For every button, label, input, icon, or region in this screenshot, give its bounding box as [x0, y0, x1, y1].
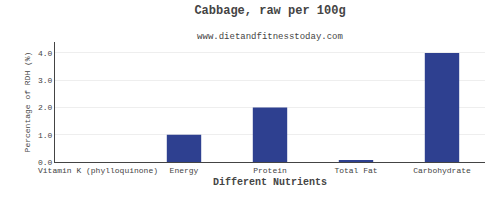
svg-text:4.0: 4.0	[38, 49, 53, 58]
svg-text:Percentage of RDH (%): Percentage of RDH (%)	[23, 52, 32, 153]
svg-text:Vitamin K (phylloquinone): Vitamin K (phylloquinone)	[38, 166, 158, 175]
svg-text:Carbohydrate: Carbohydrate	[413, 166, 471, 175]
svg-text:Cabbage, raw per 100g: Cabbage, raw per 100g	[194, 4, 345, 18]
svg-text:2.0: 2.0	[38, 103, 53, 112]
svg-text:1.0: 1.0	[38, 131, 53, 140]
svg-text:Energy: Energy	[170, 166, 199, 175]
svg-text:3.0: 3.0	[38, 76, 53, 85]
svg-text:Protein: Protein	[253, 166, 287, 175]
svg-text:0.0: 0.0	[38, 158, 53, 167]
svg-text:www.dietandfitnesstoday.com: www.dietandfitnesstoday.com	[197, 32, 343, 42]
svg-text:Different Nutrients: Different Nutrients	[213, 177, 327, 188]
svg-text:Total Fat: Total Fat	[334, 166, 377, 175]
